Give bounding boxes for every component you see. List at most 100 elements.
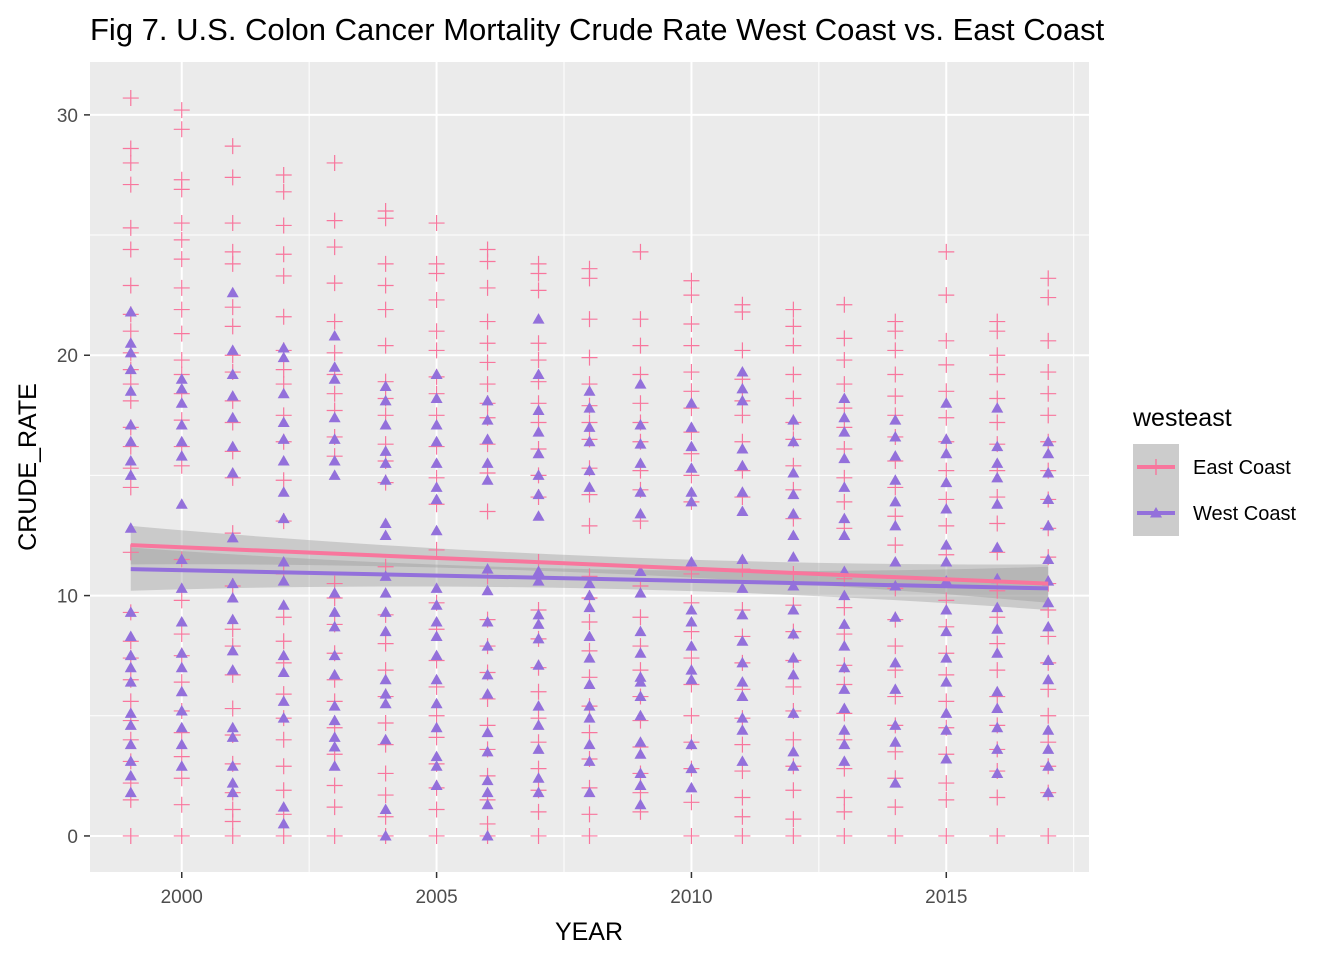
east-coast-point — [224, 700, 241, 717]
west-coast-point — [583, 589, 596, 601]
east-coast-point — [836, 827, 853, 844]
legend-keys: East Coast West Coast — [1133, 444, 1296, 536]
west-coast-point — [736, 366, 749, 377]
west-coast-point — [532, 608, 545, 620]
west-coast-point — [430, 673, 443, 685]
west-coast-point — [379, 517, 392, 528]
east-coast-point — [734, 736, 751, 753]
east-coast-point — [224, 243, 241, 260]
legend-label: West Coast — [1193, 503, 1296, 525]
west-coast-point — [226, 731, 239, 742]
west-coast-point — [277, 575, 290, 586]
east-coast-point — [836, 493, 853, 510]
west-coast-point — [991, 457, 1004, 468]
west-coast-point — [430, 582, 443, 593]
west-coast-point — [124, 738, 137, 750]
west-coast-point — [991, 685, 1004, 697]
east-coast-point — [632, 395, 649, 412]
east-coast-point — [173, 592, 190, 609]
west-coast-point — [481, 433, 494, 444]
east-coast-point — [122, 277, 139, 294]
west-coast-point — [634, 457, 647, 468]
west-coast-point — [124, 719, 137, 730]
west-coast-point — [532, 313, 545, 324]
west-coast-point — [583, 652, 596, 663]
west-coast-point — [175, 704, 188, 716]
east-coast-point — [377, 277, 394, 294]
east-coast-point — [326, 313, 343, 330]
west-coast-point — [685, 397, 698, 408]
west-coast-point — [685, 495, 698, 507]
west-coast-point — [226, 368, 239, 379]
west-coast-point — [379, 733, 392, 745]
east-coast-point — [275, 758, 292, 775]
west-coast-point — [277, 486, 290, 497]
east-coast-point — [683, 707, 700, 724]
west-coast-point — [889, 450, 902, 461]
east-coast-point — [530, 352, 547, 369]
west-coast-point — [175, 661, 188, 673]
west-coast-point — [481, 786, 494, 798]
east-coast-point — [275, 609, 292, 626]
west-coast-point — [124, 786, 137, 798]
west-coast-point — [583, 630, 596, 641]
west-coast-point — [736, 394, 749, 406]
east-coast-point — [530, 335, 547, 352]
east-coast-point — [938, 693, 955, 710]
west-coast-point — [124, 606, 137, 617]
east-coast-point — [632, 311, 649, 328]
east-coast-point — [989, 515, 1006, 532]
east-coast-point — [173, 796, 190, 813]
east-coast-point — [224, 215, 241, 232]
east-coast-point — [173, 171, 190, 188]
west-coast-point — [277, 512, 290, 524]
east-coast-point — [1040, 707, 1057, 724]
west-coast-point — [1042, 760, 1055, 771]
east-coast-point — [989, 313, 1006, 330]
east-coast-point — [173, 102, 190, 119]
west-coast-point — [124, 630, 137, 641]
west-coast-point — [430, 616, 443, 627]
east-coast-point — [326, 799, 343, 816]
west-coast-point — [124, 385, 137, 396]
east-coast-point — [785, 366, 802, 383]
west-coast-point — [838, 426, 851, 437]
west-coast-point — [481, 394, 494, 406]
west-coast-point — [634, 438, 647, 449]
west-coast-point — [430, 524, 443, 536]
west-coast-point — [634, 671, 647, 682]
east-coast-point — [377, 337, 394, 354]
west-coast-point — [583, 402, 596, 413]
east-coast-point — [938, 462, 955, 479]
west-coast-point — [736, 690, 749, 702]
west-coast-point — [889, 736, 902, 747]
west-coast-point — [889, 519, 902, 531]
west-coast-point — [736, 582, 749, 593]
west-coast-point — [685, 640, 698, 651]
west-coast-point — [124, 469, 137, 480]
west-coast-point — [685, 762, 698, 774]
west-coast-point — [838, 618, 851, 629]
east-coast-point — [428, 827, 445, 844]
west-coast-point — [175, 498, 188, 509]
west-coast-point — [481, 829, 494, 841]
west-coast-point — [940, 397, 953, 408]
east-coast-point — [938, 409, 955, 426]
west-coast-point — [277, 599, 290, 610]
west-coast-point — [430, 630, 443, 641]
east-coast-point — [479, 313, 496, 330]
west-coast-point — [634, 690, 647, 702]
west-coast-point — [991, 721, 1004, 733]
east-coast-point — [326, 827, 343, 844]
east-coast-point — [938, 383, 955, 400]
east-coast-point — [479, 241, 496, 258]
east-coast-point — [581, 517, 598, 534]
legend: westeast East Coast West Coast — [1132, 404, 1296, 536]
east-coast-point — [785, 337, 802, 354]
legend-title: westeast — [1132, 404, 1232, 432]
west-coast-point — [634, 647, 647, 658]
east-coast-point — [836, 352, 853, 369]
west-coast-point — [838, 702, 851, 714]
east-coast-point — [1040, 364, 1057, 381]
west-coast-point — [124, 346, 137, 358]
